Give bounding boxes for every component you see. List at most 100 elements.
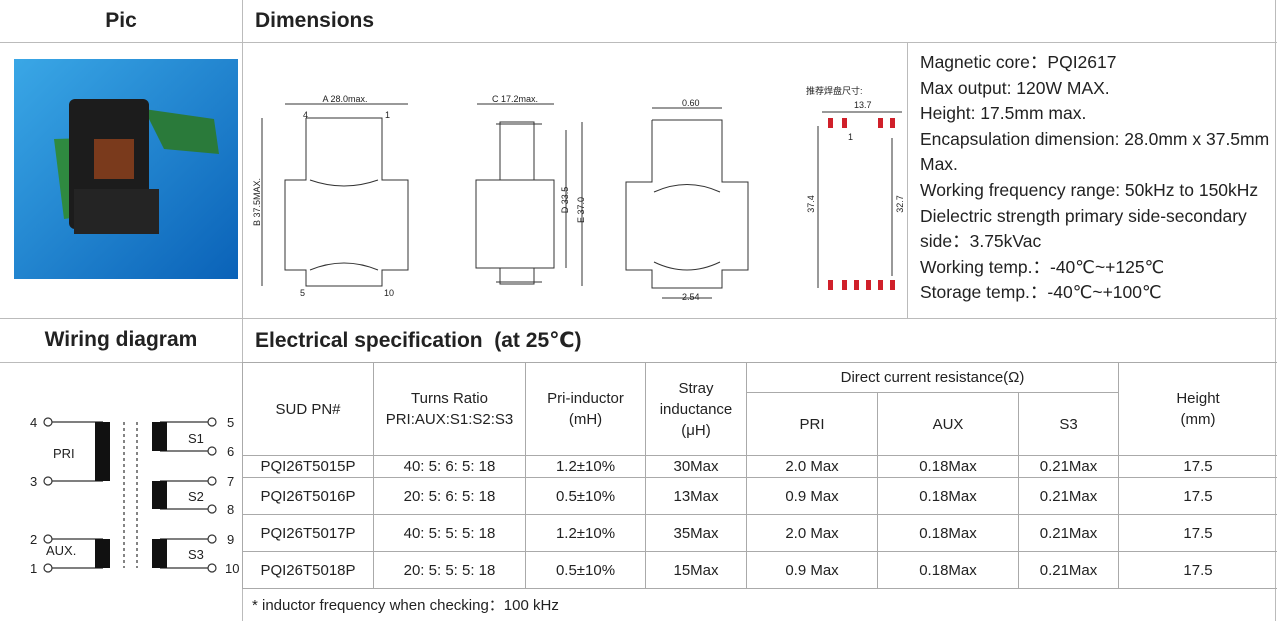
winding-label: PRI: [53, 446, 75, 461]
header: Electrical specification (at 25℃): [255, 328, 582, 352]
winding: [95, 422, 110, 481]
rule: [0, 42, 1277, 43]
cell: 1.2±10%: [525, 455, 646, 478]
cell: 15Max: [645, 551, 747, 589]
pin: [43, 476, 53, 486]
dim-label: 10: [384, 288, 394, 298]
cell: 30Max: [645, 455, 747, 478]
dim-label: B 37.5MAX.: [252, 178, 262, 226]
pin-label: 4: [30, 415, 37, 430]
cell: PQI26T5016P: [242, 477, 374, 515]
column-header: PRI: [746, 392, 878, 456]
cell: 40: 5: 6: 5: 18: [373, 455, 526, 478]
data-row: PQI26T5016P 20: 5: 6: 5: 18 0.5±10% 13Max 0.…: [242, 477, 1277, 515]
cell: 20: 5: 6: 5: 18: [373, 477, 526, 515]
spec-table: SUD PN# Turns Ratio PRI:AUX:S1:S2:S3 Pri…: [242, 362, 1277, 589]
pad: [842, 118, 847, 128]
header-row: SUD PN# Turns Ratio PRI:AUX:S1:S2:S3 Pri…: [242, 362, 1277, 456]
column-header: Turns Ratio PRI:AUX:S1:S2:S3: [373, 362, 526, 456]
pcb: [144, 109, 219, 154]
pin: [207, 417, 217, 427]
spec-line: Magnetic core：PQI2617: [920, 52, 1117, 72]
column-header: Height (mm): [1118, 362, 1277, 456]
pin-label: 3: [30, 474, 37, 489]
rule: [1275, 0, 1276, 621]
cell: 17.5: [1118, 477, 1277, 515]
pad: [842, 280, 847, 290]
pin-label: 9: [227, 532, 234, 547]
pads: [828, 118, 895, 290]
pad: [866, 280, 871, 290]
pad: [890, 118, 895, 128]
dim-label: D 33.5: [560, 187, 570, 214]
spec-line: Dielectric strength primary side-seconda…: [920, 205, 1247, 252]
cell: 0.21Max: [1017, 477, 1120, 515]
cell: 20: 5: 5: 5: 18: [373, 551, 526, 589]
dim-label: 13.7: [854, 100, 872, 110]
dim-label: 2.54: [682, 292, 700, 302]
winding: [152, 481, 167, 509]
group-header: Direct current resistance(Ω): [745, 362, 1120, 393]
dimension-drawing: A 28.0max. 4 1 B 37.5MAX. 5 10 C 17.2max…: [252, 85, 905, 302]
data-row: PQI26T5017P 40: 5: 5: 5: 18 1.2±10% 35Max 2.…: [242, 514, 1277, 552]
cell: 0.5±10%: [525, 551, 646, 589]
dim-label: 4: [303, 110, 308, 120]
pin-label: 5: [227, 415, 234, 430]
cell: 2.0 Max: [746, 514, 878, 552]
cell: 0.18Max: [877, 477, 1019, 515]
data-row: PQI26T5015P 40: 5: 6: 5: 18 1.2±10% 30Max 2.…: [242, 455, 1277, 478]
data-row: PQI26T5018P 20: 5: 5: 5: 18 0.5±10% 15Max 0.…: [242, 551, 1277, 589]
outline: [625, 119, 749, 289]
coil: [94, 139, 134, 179]
cell: 40: 5: 5: 5: 18: [373, 514, 526, 552]
pad: [890, 280, 895, 290]
dim-label: 推荐焊盘尺寸:: [806, 85, 863, 96]
spec-line: Storage temp.：-40℃~+100℃: [920, 282, 1162, 303]
winding-label: AUX.: [46, 543, 76, 558]
spec-list: Magnetic core：PQI2617 Max output: 120W M…: [920, 50, 1270, 306]
cell: PQI26T5015P: [242, 455, 374, 478]
windings: [95, 422, 167, 568]
column-header: S3: [1017, 392, 1120, 456]
spec-line: Working frequency range: 50kHz to 150kHz: [920, 179, 1259, 200]
rule: [242, 0, 243, 621]
dim-label: E 37.0: [576, 197, 586, 223]
pin: [207, 504, 217, 514]
pin-label: 7: [227, 474, 234, 489]
header: Wiring diagram: [44, 328, 198, 351]
pin: [43, 563, 53, 573]
winding: [152, 422, 167, 451]
cell: 2.0 Max: [746, 455, 878, 478]
outline: [653, 184, 721, 271]
pad: [854, 280, 859, 290]
outline: [309, 179, 379, 271]
winding: [152, 539, 167, 568]
cell: 0.18Max: [877, 551, 1019, 589]
outline: [475, 179, 555, 269]
spec-line: Working temp.：-40℃~+125℃: [920, 256, 1165, 277]
winding-label: S1: [188, 431, 204, 446]
winding-label: S2: [188, 489, 204, 504]
cell: 0.18Max: [877, 514, 1019, 552]
footnote: * inductor frequency when checking：100 k…: [252, 597, 559, 614]
winding-label: S3: [188, 547, 204, 562]
wires: [43, 417, 217, 573]
spec-line: Max output: 120W MAX.: [920, 77, 1110, 98]
cell: 0.9 Max: [746, 477, 878, 515]
dim-label: 0.60: [682, 98, 700, 108]
pin: [207, 476, 217, 486]
cell: 0.9 Max: [746, 551, 878, 589]
cell: 0.5±10%: [525, 477, 646, 515]
cell: 13Max: [645, 477, 747, 515]
cell: 35Max: [645, 514, 747, 552]
pin-label: 10: [225, 561, 239, 576]
pad: [878, 118, 883, 128]
pad: [828, 118, 833, 128]
dim-label: 37.4: [806, 195, 816, 213]
pin: [207, 534, 217, 544]
spec-line: Height: 17.5mm max.: [920, 103, 1087, 124]
column-header: Pri-inductor (mH): [525, 362, 646, 456]
cell: 0.21Max: [1017, 455, 1120, 478]
pin-label: 2: [30, 532, 37, 547]
